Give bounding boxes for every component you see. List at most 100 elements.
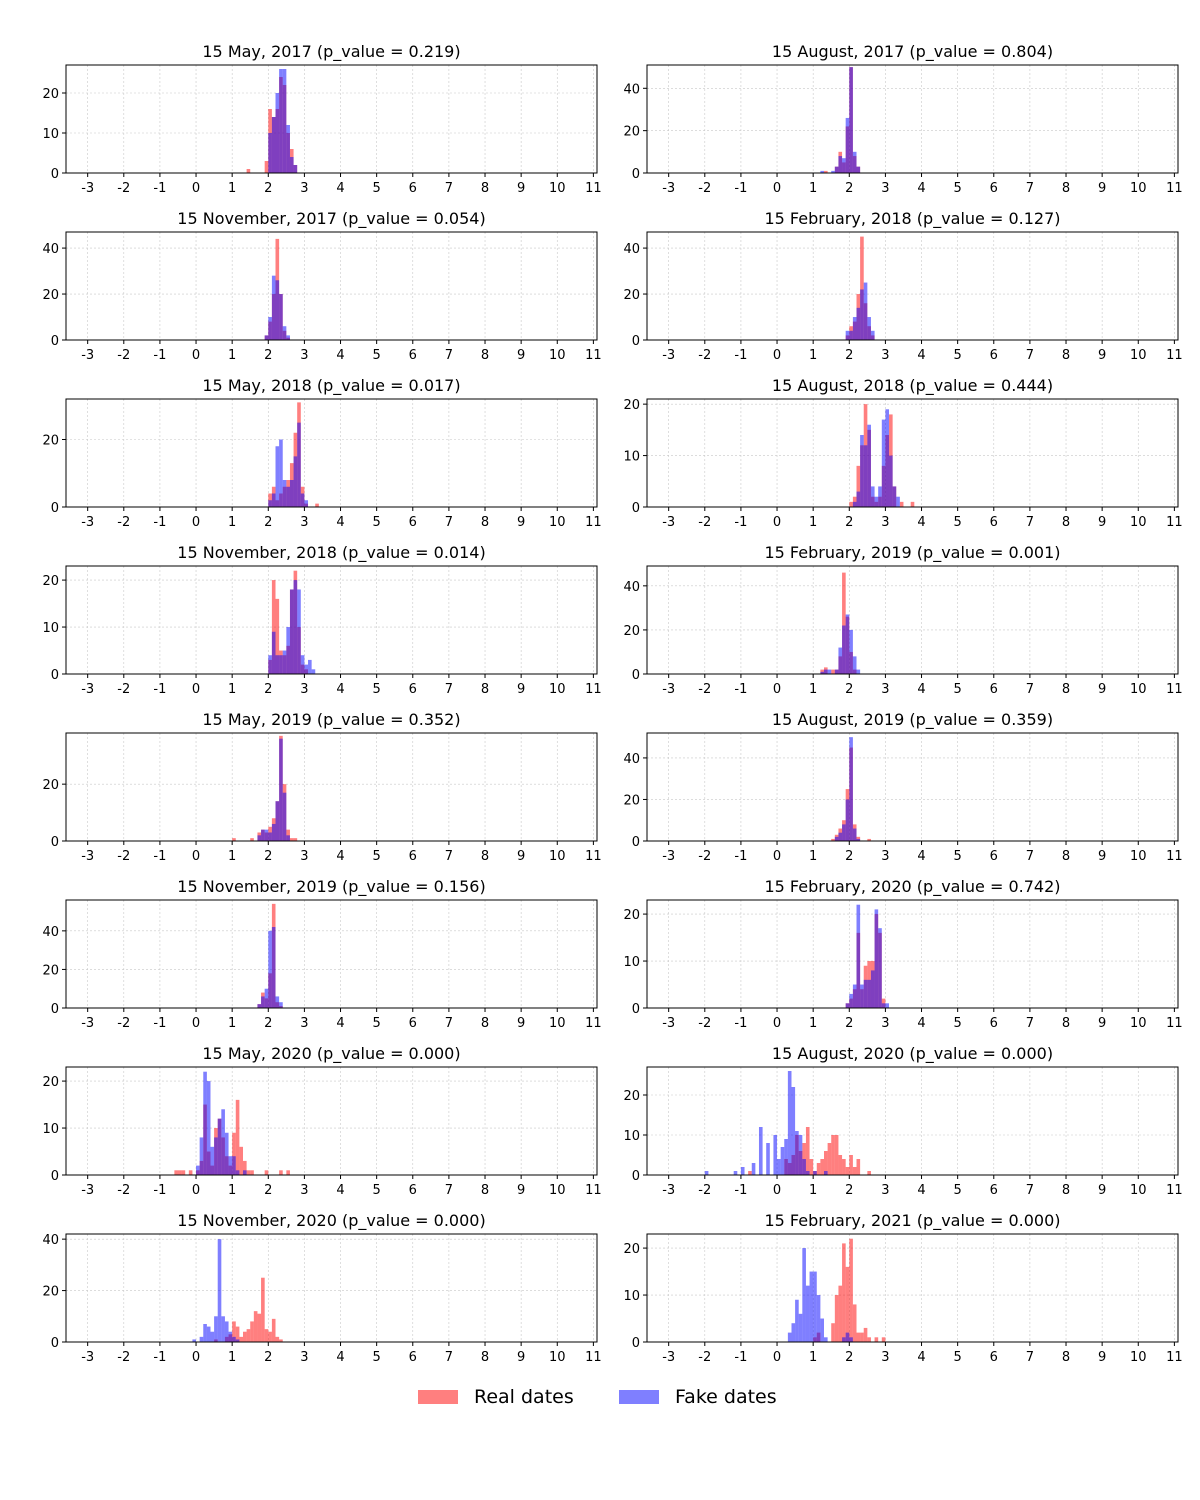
- histogram-bar: [802, 1248, 806, 1342]
- histogram-bar: [845, 614, 850, 674]
- y-tick-label: 0: [51, 1336, 59, 1351]
- y-tick-label: 40: [42, 1233, 59, 1248]
- histogram-bar: [856, 904, 861, 1008]
- x-tick-label: 10: [549, 1350, 566, 1365]
- histogram-bar: [805, 1171, 810, 1175]
- gridlines: [66, 65, 597, 174]
- histogram-panel-3: -3 -2 -1 0 1 2 3 4 5 6 7 8 9 10 11 0 20 40 15 November, 20…: [42, 209, 601, 363]
- histogram-bar: [232, 1321, 236, 1342]
- histogram-bar: [261, 829, 265, 841]
- gridlines: [647, 65, 1178, 174]
- histogram-bar: [860, 984, 864, 1008]
- histogram-bar: [224, 1321, 229, 1342]
- histogram-bar: [275, 801, 280, 841]
- x-tick-label: 10: [1130, 682, 1147, 697]
- gridlines: [66, 566, 597, 675]
- x-tick-label: 5: [954, 1183, 962, 1198]
- histogram-bar: [824, 669, 828, 674]
- histogram-bar: [221, 1316, 225, 1342]
- histogram-bar: [863, 979, 868, 1008]
- legend-swatch-fake: [619, 1390, 659, 1404]
- x-tick-label: 6: [990, 1183, 998, 1198]
- x-tick-label: 11: [585, 682, 602, 697]
- y-tick-label: 10: [42, 1122, 59, 1137]
- x-tick-label: 6: [990, 515, 998, 530]
- y-tick-label: 0: [632, 1336, 640, 1351]
- x-tick-label: -2: [117, 849, 130, 864]
- x-tick-label: 11: [1166, 515, 1183, 530]
- x-tick-label: -1: [153, 348, 166, 363]
- x-tick-label: 5: [954, 181, 962, 196]
- axes-frame: [65, 565, 598, 675]
- histogram-bar: [268, 832, 272, 841]
- x-tick-label: 5: [373, 1350, 381, 1365]
- x-tick-label: -3: [81, 348, 94, 363]
- histogram-bar: [286, 335, 290, 340]
- histogram-bar: [852, 151, 857, 173]
- axes-frame: [646, 565, 1179, 675]
- x-tick-label: 10: [1130, 849, 1147, 864]
- histogram-panel-8: -3 -2 -1 0 1 2 3 4 5 6 7 8 9 10 11 0 20 40 15 February, 20…: [623, 543, 1182, 697]
- x-tick-label: 4: [917, 348, 925, 363]
- histogram-bar: [192, 1339, 197, 1342]
- x-tick-label: 1: [809, 515, 817, 530]
- histogram-bar: [275, 598, 280, 674]
- histogram-bar: [232, 838, 236, 841]
- series-fake-dates: [704, 1071, 828, 1175]
- histogram-bar: [852, 1304, 857, 1342]
- histogram-bar: [820, 170, 824, 173]
- histogram-bar: [795, 1131, 799, 1175]
- histogram-bar: [834, 669, 839, 674]
- y-tick-label: 0: [632, 334, 640, 349]
- x-tick-label: 7: [1026, 1183, 1034, 1198]
- x-tick-label: 6: [990, 849, 998, 864]
- x-tick-label: 4: [917, 682, 925, 697]
- x-tick-label: 5: [954, 1350, 962, 1365]
- histogram-bar: [181, 1170, 186, 1175]
- gridlines: [647, 566, 1178, 675]
- x-tick-label: -3: [81, 849, 94, 864]
- axes-frame: [65, 899, 598, 1009]
- histogram-bar: [791, 1323, 796, 1342]
- histogram-bar: [824, 1337, 828, 1342]
- x-tick-label: 11: [1166, 1016, 1183, 1031]
- histogram-bar: [253, 1311, 258, 1342]
- x-tick-label: -3: [662, 515, 675, 530]
- x-tick-label: 4: [336, 849, 344, 864]
- x-tick-label: 0: [192, 849, 200, 864]
- gridlines: [647, 399, 1178, 508]
- x-tick-label: 11: [585, 181, 602, 196]
- x-tick-label: 7: [445, 1350, 453, 1365]
- x-tick-label: 6: [409, 181, 417, 196]
- x-tick-label: 9: [517, 1183, 525, 1198]
- histogram-bar: [239, 1146, 243, 1175]
- histogram-bar: [845, 1167, 850, 1175]
- histogram-bar: [271, 631, 276, 674]
- x-tick-label: 7: [1026, 348, 1034, 363]
- histogram-bar: [282, 792, 287, 841]
- x-tick-label: -1: [153, 1016, 166, 1031]
- histogram-bar: [849, 1238, 853, 1342]
- x-tick-label: 4: [917, 1350, 925, 1365]
- histogram-bar: [838, 1285, 843, 1342]
- x-tick-label: 5: [954, 348, 962, 363]
- x-tick-label: -1: [153, 515, 166, 530]
- legend-label-real: Real dates: [474, 1386, 574, 1408]
- histogram-bar: [834, 1295, 839, 1342]
- x-tick-label: -2: [698, 1350, 711, 1365]
- y-tick-label: 40: [623, 242, 640, 257]
- histogram-bar: [838, 832, 843, 841]
- x-tick-label: 6: [990, 1016, 998, 1031]
- x-tick-label: 4: [336, 181, 344, 196]
- y-tick-label: 10: [42, 621, 59, 636]
- x-tick-label: 2: [264, 849, 272, 864]
- legend-item-real: Real dates: [418, 1384, 574, 1410]
- series-fake-dates: [845, 282, 875, 340]
- x-tick-label: -2: [117, 682, 130, 697]
- y-tick-label: 20: [623, 624, 640, 639]
- histogram-bar: [264, 1329, 269, 1342]
- histogram-bar: [802, 1159, 806, 1175]
- histogram-bar: [845, 1266, 850, 1342]
- axes-frame: [65, 398, 598, 508]
- histogram-bar: [282, 650, 287, 674]
